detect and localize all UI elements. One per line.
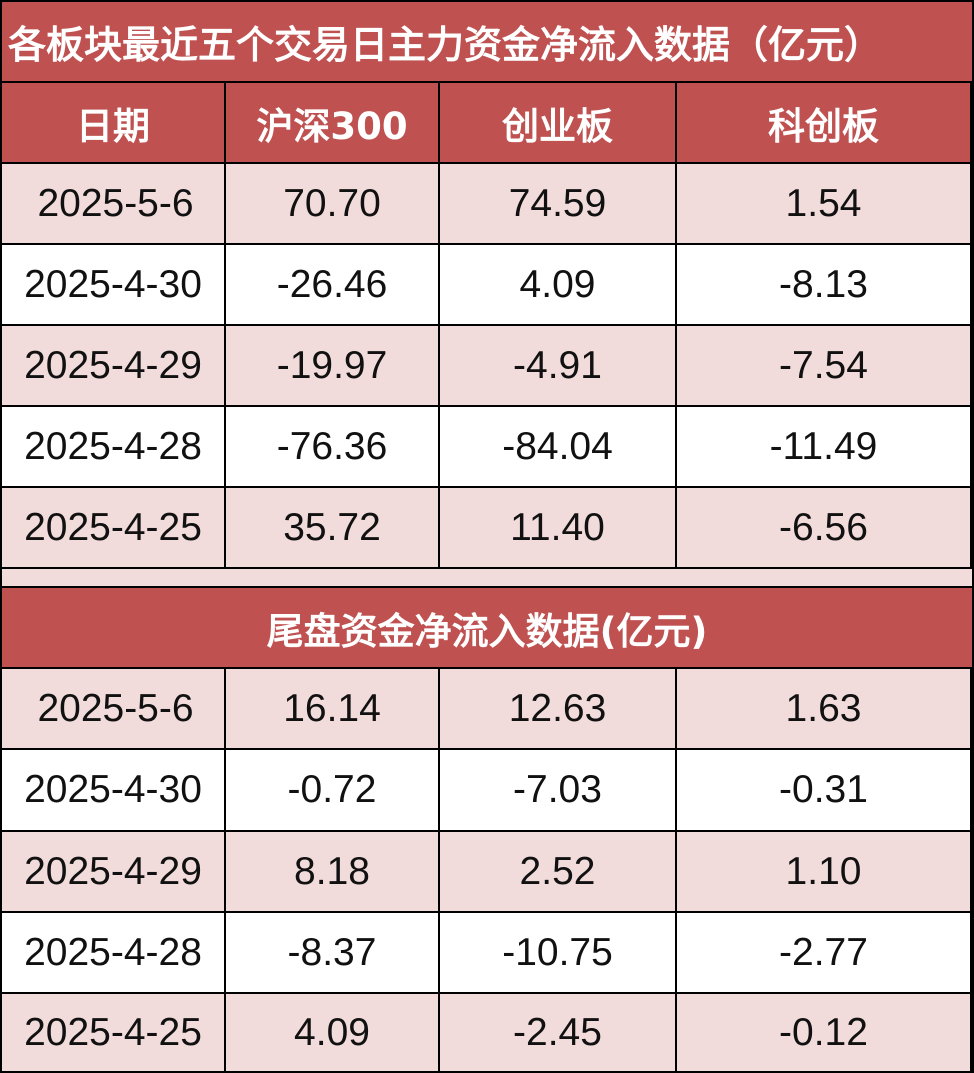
header-hs300: 沪深300 bbox=[226, 83, 438, 162]
value-cell: -26.46 bbox=[226, 245, 438, 324]
value-cell: -0.31 bbox=[677, 750, 970, 830]
value-cell: 35.72 bbox=[226, 488, 438, 567]
section-spacer bbox=[2, 569, 972, 586]
value-cell: 2.52 bbox=[440, 832, 675, 911]
value-cell: -0.12 bbox=[677, 994, 970, 1071]
value-cell: 4.09 bbox=[440, 245, 675, 324]
value-cell: 70.70 bbox=[226, 164, 438, 243]
date-cell: 2025-4-30 bbox=[2, 245, 224, 324]
table-row: 2025-5-6 16.14 12.63 1.63 bbox=[2, 669, 972, 748]
value-cell: 1.54 bbox=[677, 164, 970, 243]
header-star: 科创板 bbox=[677, 83, 970, 162]
value-cell: -0.72 bbox=[226, 750, 438, 830]
value-cell: 4.09 bbox=[226, 994, 438, 1071]
table-title: 各板块最近五个交易日主力资金净流入数据（亿元） bbox=[2, 2, 972, 81]
value-cell: -2.45 bbox=[440, 994, 675, 1071]
value-cell: -11.49 bbox=[677, 407, 970, 486]
value-cell: -2.77 bbox=[677, 913, 970, 992]
header-row: 日期 沪深300 创业板 科创板 bbox=[2, 83, 972, 162]
value-cell: 16.14 bbox=[226, 669, 438, 748]
value-cell: -7.54 bbox=[677, 326, 970, 405]
value-cell: -84.04 bbox=[440, 407, 675, 486]
value-cell: -7.03 bbox=[440, 750, 675, 830]
table-row: 2025-4-25 4.09 -2.45 -0.12 bbox=[2, 994, 972, 1071]
date-cell: 2025-4-28 bbox=[2, 407, 224, 486]
table-row: 2025-4-29 8.18 2.52 1.10 bbox=[2, 832, 972, 911]
date-cell: 2025-4-29 bbox=[2, 326, 224, 405]
table-row: 2025-4-28 -76.36 -84.04 -11.49 bbox=[2, 407, 972, 486]
value-cell: -10.75 bbox=[440, 913, 675, 992]
value-cell: 8.18 bbox=[226, 832, 438, 911]
section-title: 尾盘资金净流入数据(亿元) bbox=[2, 588, 972, 667]
table-row: 2025-4-30 -26.46 4.09 -8.13 bbox=[2, 245, 972, 324]
value-cell: 1.63 bbox=[677, 669, 970, 748]
value-cell: -6.56 bbox=[677, 488, 970, 567]
value-cell: 74.59 bbox=[440, 164, 675, 243]
date-cell: 2025-4-25 bbox=[2, 488, 224, 567]
table-row: 2025-4-25 35.72 11.40 -6.56 bbox=[2, 488, 972, 567]
date-cell: 2025-4-30 bbox=[2, 750, 224, 830]
value-cell: -8.37 bbox=[226, 913, 438, 992]
value-cell: 12.63 bbox=[440, 669, 675, 748]
date-cell: 2025-4-29 bbox=[2, 832, 224, 911]
header-chinext: 创业板 bbox=[440, 83, 675, 162]
date-cell: 2025-4-28 bbox=[2, 913, 224, 992]
value-cell: -76.36 bbox=[226, 407, 438, 486]
table-row: 2025-5-6 70.70 74.59 1.54 bbox=[2, 164, 972, 243]
value-cell: 1.10 bbox=[677, 832, 970, 911]
value-cell: 11.40 bbox=[440, 488, 675, 567]
table-row: 2025-4-29 -19.97 -4.91 -7.54 bbox=[2, 326, 972, 405]
value-cell: -19.97 bbox=[226, 326, 438, 405]
table-row: 2025-4-28 -8.37 -10.75 -2.77 bbox=[2, 913, 972, 992]
table-row: 2025-4-30 -0.72 -7.03 -0.31 bbox=[2, 750, 972, 830]
value-cell: -4.91 bbox=[440, 326, 675, 405]
value-cell: -8.13 bbox=[677, 245, 970, 324]
date-cell: 2025-5-6 bbox=[2, 164, 224, 243]
date-cell: 2025-4-25 bbox=[2, 994, 224, 1071]
date-cell: 2025-5-6 bbox=[2, 669, 224, 748]
header-date: 日期 bbox=[2, 83, 224, 162]
